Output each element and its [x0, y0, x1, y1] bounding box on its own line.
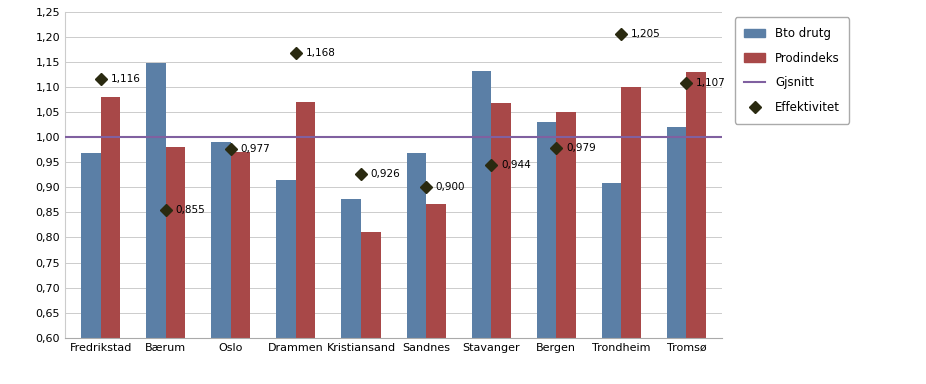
Bar	[211, 142, 231, 384]
Text: 0,977: 0,977	[241, 144, 270, 154]
Bar	[361, 232, 381, 384]
Text: 0,926: 0,926	[370, 169, 401, 179]
Bar	[557, 112, 576, 384]
Bar	[471, 71, 491, 384]
Bar	[602, 183, 621, 384]
Bar	[81, 153, 101, 384]
Text: 1,205: 1,205	[632, 29, 661, 39]
Bar	[296, 103, 316, 384]
Bar	[537, 122, 557, 384]
Bar	[491, 103, 511, 384]
Bar	[426, 204, 445, 384]
Text: 0,944: 0,944	[501, 160, 531, 170]
Bar	[621, 87, 641, 384]
Bar	[166, 147, 185, 384]
Text: 1,107: 1,107	[696, 78, 726, 88]
Bar	[276, 180, 296, 384]
Bar	[342, 199, 361, 384]
Text: 1,168: 1,168	[306, 48, 335, 58]
Bar	[686, 72, 706, 384]
Bar	[101, 98, 120, 384]
Text: 1,116: 1,116	[110, 74, 140, 84]
Bar	[407, 153, 426, 384]
Bar	[231, 152, 250, 384]
Legend: Bto drutg, Prodindeks, Gjsnitt, Effektivitet: Bto drutg, Prodindeks, Gjsnitt, Effektiv…	[734, 17, 849, 124]
Text: 0,979: 0,979	[566, 142, 595, 152]
Text: 0,900: 0,900	[436, 182, 466, 192]
Bar	[146, 63, 166, 384]
Text: 0,855: 0,855	[176, 205, 206, 215]
Bar	[667, 127, 686, 384]
